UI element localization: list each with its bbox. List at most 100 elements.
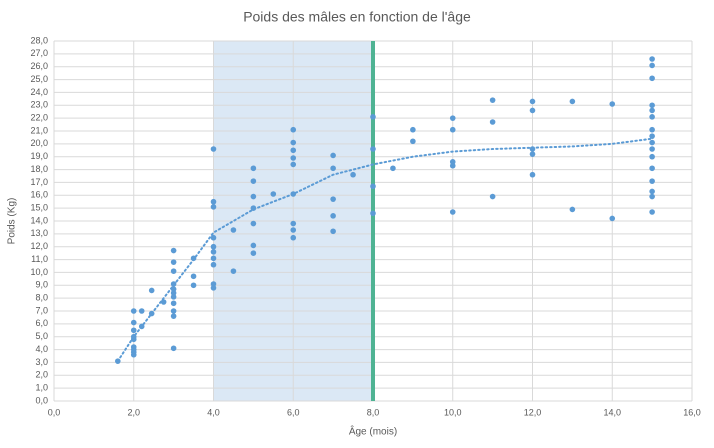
data-point [449, 162, 456, 169]
x-tick-label: 0,0 [48, 407, 61, 417]
data-point [270, 191, 277, 197]
data-point [210, 255, 217, 262]
data-point [170, 313, 177, 319]
data-point [649, 102, 655, 109]
data-point [130, 327, 137, 334]
data-point [170, 286, 177, 292]
data-point [649, 62, 655, 69]
data-point [250, 220, 257, 227]
data-point [529, 107, 536, 114]
data-point [170, 300, 177, 307]
y-tick-label: 0,0 [35, 395, 48, 405]
data-point [210, 261, 217, 268]
y-tick-label: 9,0 [35, 280, 48, 290]
data-point [250, 250, 257, 256]
y-tick-label: 17,0 [30, 177, 48, 187]
y-tick-label: 7,0 [35, 305, 48, 315]
data-point [160, 299, 167, 305]
data-point [290, 227, 297, 233]
x-tick-label: 10,0 [444, 407, 462, 417]
y-tick-label: 19,0 [30, 151, 48, 161]
data-point [250, 178, 257, 184]
y-tick-label: 13,0 [30, 228, 48, 238]
data-point [170, 247, 177, 254]
y-tick-label: 22,0 [30, 113, 48, 123]
y-tick-label: 8,0 [35, 293, 48, 303]
data-point [290, 191, 297, 197]
data-point [529, 171, 536, 178]
data-point [649, 193, 655, 200]
data-point [649, 165, 655, 172]
data-point [649, 133, 655, 139]
data-point [210, 198, 217, 205]
data-point [290, 147, 297, 154]
data-point [609, 215, 616, 222]
data-point [130, 351, 137, 358]
data-point [290, 161, 297, 168]
data-point [138, 308, 145, 314]
x-tick-label: 16,0 [683, 407, 701, 417]
y-tick-label: 28,0 [30, 35, 48, 45]
data-point [649, 178, 655, 184]
data-point [138, 323, 145, 330]
data-point [330, 213, 336, 219]
data-point [370, 183, 376, 190]
data-point [130, 336, 137, 343]
y-tick-label: 18,0 [30, 164, 48, 174]
data-point [148, 287, 155, 294]
data-point [170, 268, 177, 274]
data-point [390, 165, 396, 172]
y-tick-label: 12,0 [30, 241, 48, 251]
data-point [370, 146, 376, 152]
data-point [290, 155, 297, 161]
data-point [330, 152, 336, 159]
chart-title: Poids des mâles en fonction de l'âge [243, 9, 471, 25]
x-axis-label: Âge (mois) [349, 425, 397, 438]
data-point [210, 146, 217, 152]
data-point [370, 114, 376, 120]
y-tick-label: 25,0 [30, 74, 48, 84]
data-point [410, 126, 416, 133]
data-point [649, 75, 655, 82]
x-tick-label: 12,0 [524, 407, 542, 417]
data-point [210, 249, 217, 255]
data-point [210, 281, 217, 287]
data-point [649, 153, 655, 160]
data-point [449, 115, 456, 121]
data-point [649, 114, 655, 120]
data-point [190, 255, 197, 262]
data-point [250, 165, 257, 172]
x-tick-label: 6,0 [287, 407, 300, 417]
y-tick-label: 15,0 [30, 203, 48, 213]
data-point [230, 227, 237, 233]
y-tick-label: 21,0 [30, 125, 48, 135]
y-tick-label: 26,0 [30, 61, 48, 71]
trendline [116, 137, 654, 363]
data-point [370, 210, 376, 217]
data-point [148, 310, 155, 317]
data-point [130, 319, 137, 326]
data-point [569, 206, 576, 213]
y-tick-label: 3,0 [35, 357, 48, 367]
data-point [330, 196, 336, 202]
data-point [170, 290, 177, 296]
y-tick-label: 2,0 [35, 370, 48, 380]
data-point [330, 228, 336, 235]
data-point [210, 243, 217, 250]
y-tick-label: 5,0 [35, 331, 48, 341]
data-point [250, 242, 257, 249]
x-tick-label: 4,0 [207, 407, 220, 417]
x-tick-label: 2,0 [127, 407, 140, 417]
data-point [649, 56, 655, 62]
data-point [290, 234, 297, 241]
y-tick-label: 16,0 [30, 190, 48, 200]
data-point [489, 119, 496, 125]
y-tick-label: 24,0 [30, 87, 48, 97]
data-point [649, 139, 655, 146]
data-point [210, 204, 217, 210]
data-point [449, 209, 456, 215]
data-point [529, 98, 536, 105]
data-point [170, 294, 177, 300]
y-tick-label: 23,0 [30, 100, 48, 110]
data-point [170, 308, 177, 314]
